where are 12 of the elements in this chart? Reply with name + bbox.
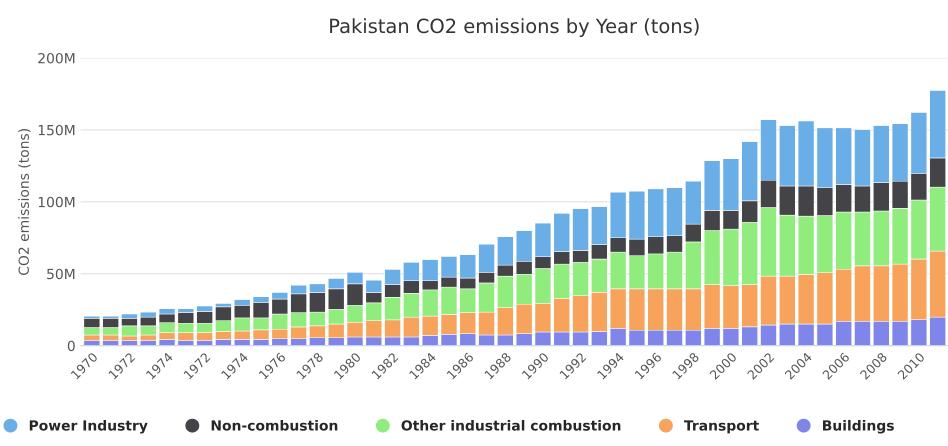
y-tick-label: 200M (38, 52, 74, 64)
chart-title: Pakistan CO2 emissions by Year (tons) (330, 18, 699, 38)
legend-label: Transport (684, 420, 759, 434)
legend-label: Other industrial combustion (402, 420, 620, 431)
y-tick-label: 0 (68, 340, 75, 352)
y-tick-label: 50M (47, 268, 74, 280)
legend-label: Non-combustion (212, 420, 338, 431)
y-tick-label: 100M (38, 196, 74, 208)
legend-label: Power Industry (30, 420, 148, 434)
y-tick-label: 150M (38, 124, 74, 136)
y-axis-title: CO2 emissions (tons) (18, 129, 31, 275)
legend-label: Buildings (823, 420, 894, 434)
